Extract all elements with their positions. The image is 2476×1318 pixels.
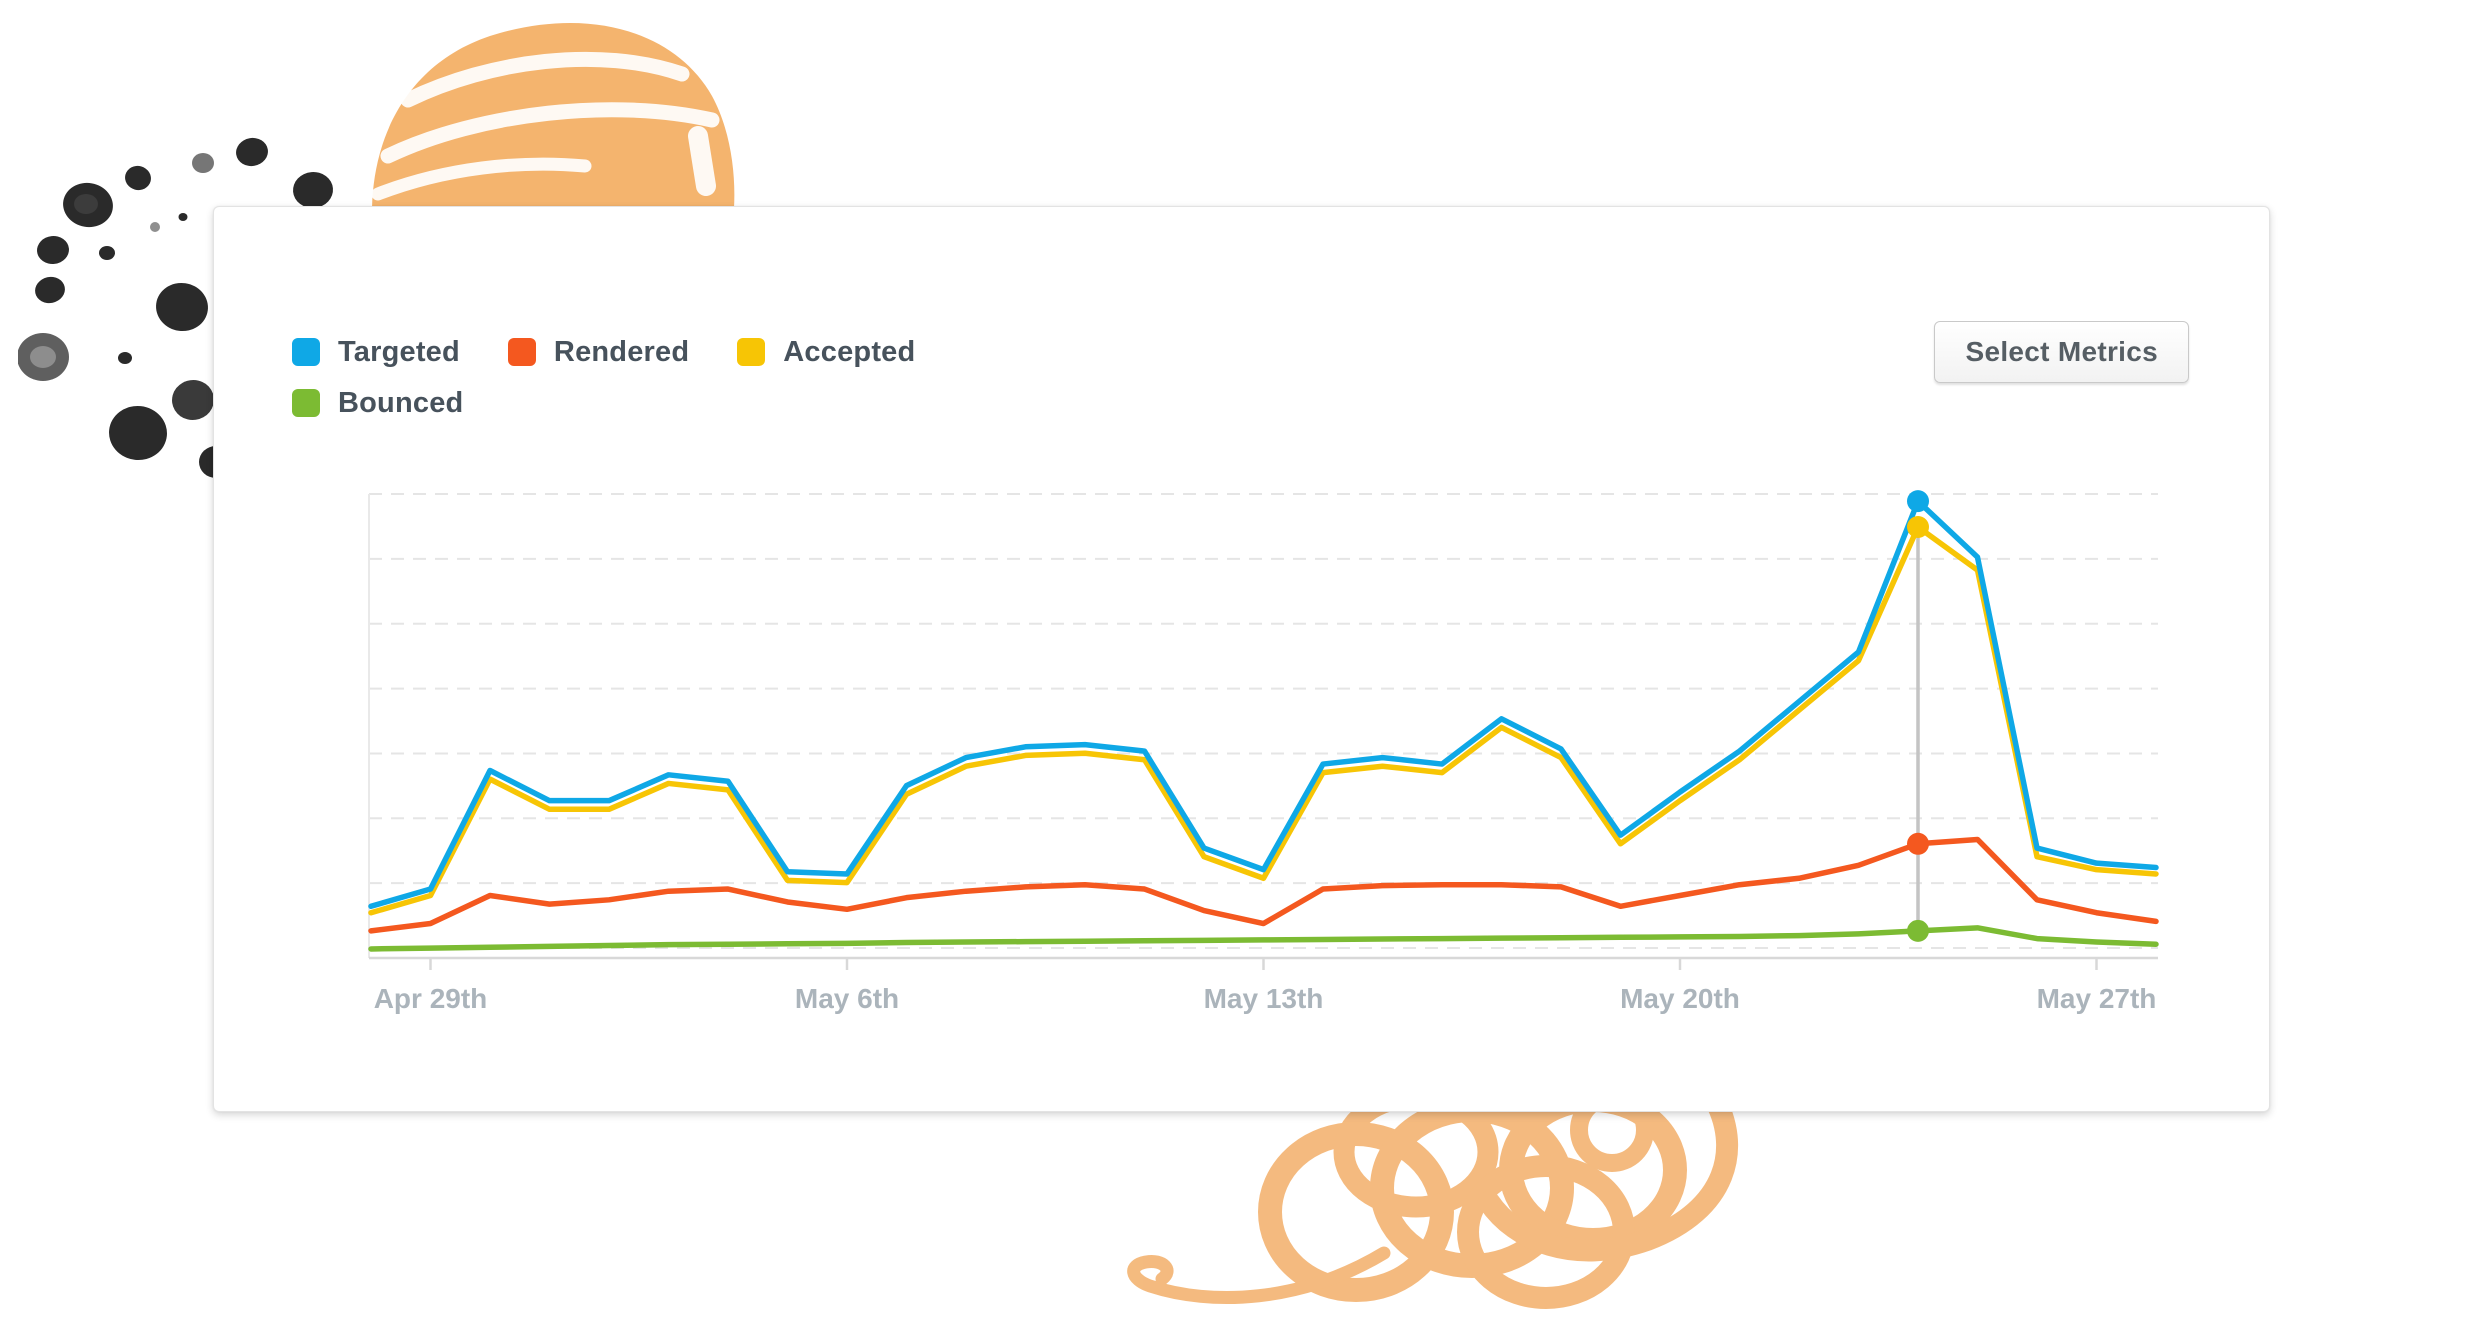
highlight-dot-bounced[interactable] [1907, 919, 1929, 942]
series-line-accepted [368, 524, 2159, 916]
decoration-orange-scribble [1127, 1090, 1738, 1309]
legend-label-rendered: Rendered [553, 335, 690, 368]
legend-item-targeted[interactable]: Targeted [292, 335, 460, 368]
select-metrics-button[interactable]: Select Metrics [1934, 321, 2189, 383]
legend-swatch-accepted [737, 338, 766, 366]
highlight-dot-rendered[interactable] [1907, 832, 1929, 855]
ink-blob-core [74, 194, 98, 214]
x-axis-label: May 27th [2037, 983, 2157, 1014]
series-line-rendered [368, 836, 2159, 934]
decoration-orange-ball [371, 23, 735, 208]
legend-swatch-targeted [292, 338, 320, 366]
series-line-bounced [368, 925, 2159, 952]
x-axis-label: May 13th [1204, 983, 1324, 1014]
highlight-dot-accepted[interactable] [1907, 516, 1929, 538]
ink-blob-ring-center [30, 346, 56, 368]
legend-swatch-rendered [507, 338, 536, 366]
legend-label-accepted: Accepted [783, 335, 916, 368]
legend-label-bounced: Bounced [338, 386, 464, 419]
legend-item-rendered[interactable]: Rendered [507, 335, 690, 368]
legend-label-targeted: Targeted [338, 335, 460, 368]
legend-item-accepted[interactable]: Accepted [737, 335, 916, 368]
email-metrics-line-chart[interactable]: Apr 29th May 6th May 13th May 20th May 27th [364, 459, 2174, 1019]
decoration-ink-blobs [18, 137, 333, 478]
legend-swatch-bounced [292, 389, 320, 417]
metrics-card: Targeted Rendered Accepted Bounced Select M… [213, 206, 2270, 1112]
x-axis-label: May 6th [795, 983, 899, 1014]
x-axis-label: Apr 29th [374, 983, 488, 1014]
x-axis-label: May 20th [1620, 983, 1740, 1014]
chart-legend: Targeted Rendered Accepted Bounced [292, 335, 1092, 419]
legend-item-bounced[interactable]: Bounced [292, 386, 464, 419]
highlight-dot-targeted[interactable] [1907, 490, 1929, 513]
series-line-targeted [368, 498, 2159, 910]
